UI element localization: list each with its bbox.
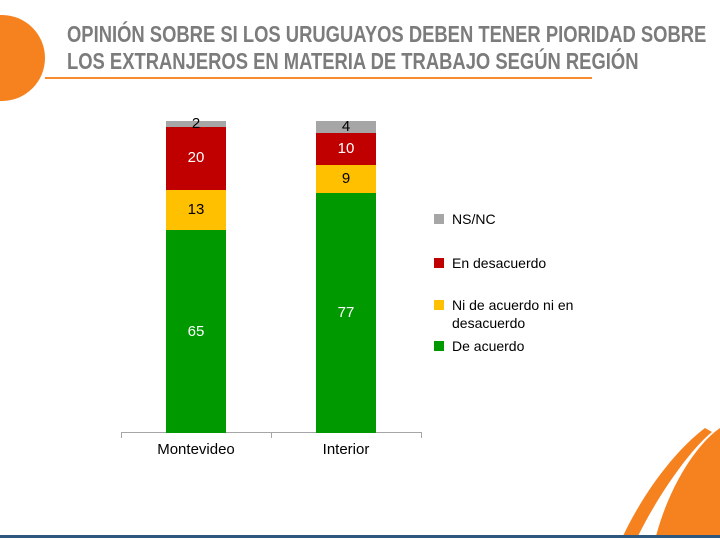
bar-value-label: 10 bbox=[337, 140, 355, 158]
bar-value-label: 20 bbox=[187, 149, 205, 167]
axis-tick bbox=[421, 432, 422, 438]
legend-item: De acuerdo bbox=[434, 337, 629, 355]
title-underline-rule bbox=[45, 77, 592, 79]
slide-title-line1: OPINIÓN SOBRE SI LOS URUGUAYOS DEBEN TEN… bbox=[67, 21, 707, 47]
category-label: Interior bbox=[322, 441, 370, 458]
legend-item: Ni de acuerdo ni en desacuerdo bbox=[434, 296, 629, 332]
chart-legend: NS/NC En desacuerdo Ni de acuerdo ni en de… bbox=[434, 210, 629, 355]
bar-segment bbox=[166, 189, 226, 231]
bar-segment bbox=[316, 192, 376, 433]
legend-swatch-icon bbox=[434, 300, 444, 310]
bar-segment bbox=[166, 127, 226, 190]
bar-value-label: 77 bbox=[337, 303, 355, 321]
bar-value-label: 13 bbox=[187, 200, 205, 218]
slide-title-line2: LOS EXTRANJEROS EN MATERIA DE TRABAJO SE… bbox=[67, 48, 639, 74]
axis-tick bbox=[271, 432, 272, 438]
legend-item: NS/NC bbox=[434, 210, 629, 228]
bar-value-label: 9 bbox=[341, 169, 351, 187]
bar-segment bbox=[316, 121, 376, 134]
legend-swatch-icon bbox=[434, 258, 444, 268]
legend-item: En desacuerdo bbox=[434, 254, 629, 272]
legend-swatch-icon bbox=[434, 341, 444, 351]
bar-segment bbox=[316, 164, 376, 193]
bar-value-label: 2 bbox=[191, 115, 201, 133]
category-label: Montevideo bbox=[157, 441, 235, 458]
legend-label: Ni de acuerdo ni en desacuerdo bbox=[452, 297, 574, 331]
bar-segment bbox=[166, 230, 226, 433]
bar-value-label: 4 bbox=[341, 118, 351, 136]
bar-segment bbox=[316, 133, 376, 165]
bottom-border-line bbox=[0, 535, 720, 538]
legend-swatch-icon bbox=[434, 214, 444, 224]
legend-label: De acuerdo bbox=[452, 338, 525, 354]
bar-value-label: 65 bbox=[187, 322, 205, 340]
legend-label: NS/NC bbox=[452, 211, 496, 227]
legend-label: En desacuerdo bbox=[452, 255, 547, 271]
axis-tick bbox=[121, 432, 122, 438]
slide-title: OPINIÓN SOBRE SI LOS URUGUAYOS DEBEN TEN… bbox=[67, 21, 720, 75]
bar-segment bbox=[166, 121, 226, 128]
